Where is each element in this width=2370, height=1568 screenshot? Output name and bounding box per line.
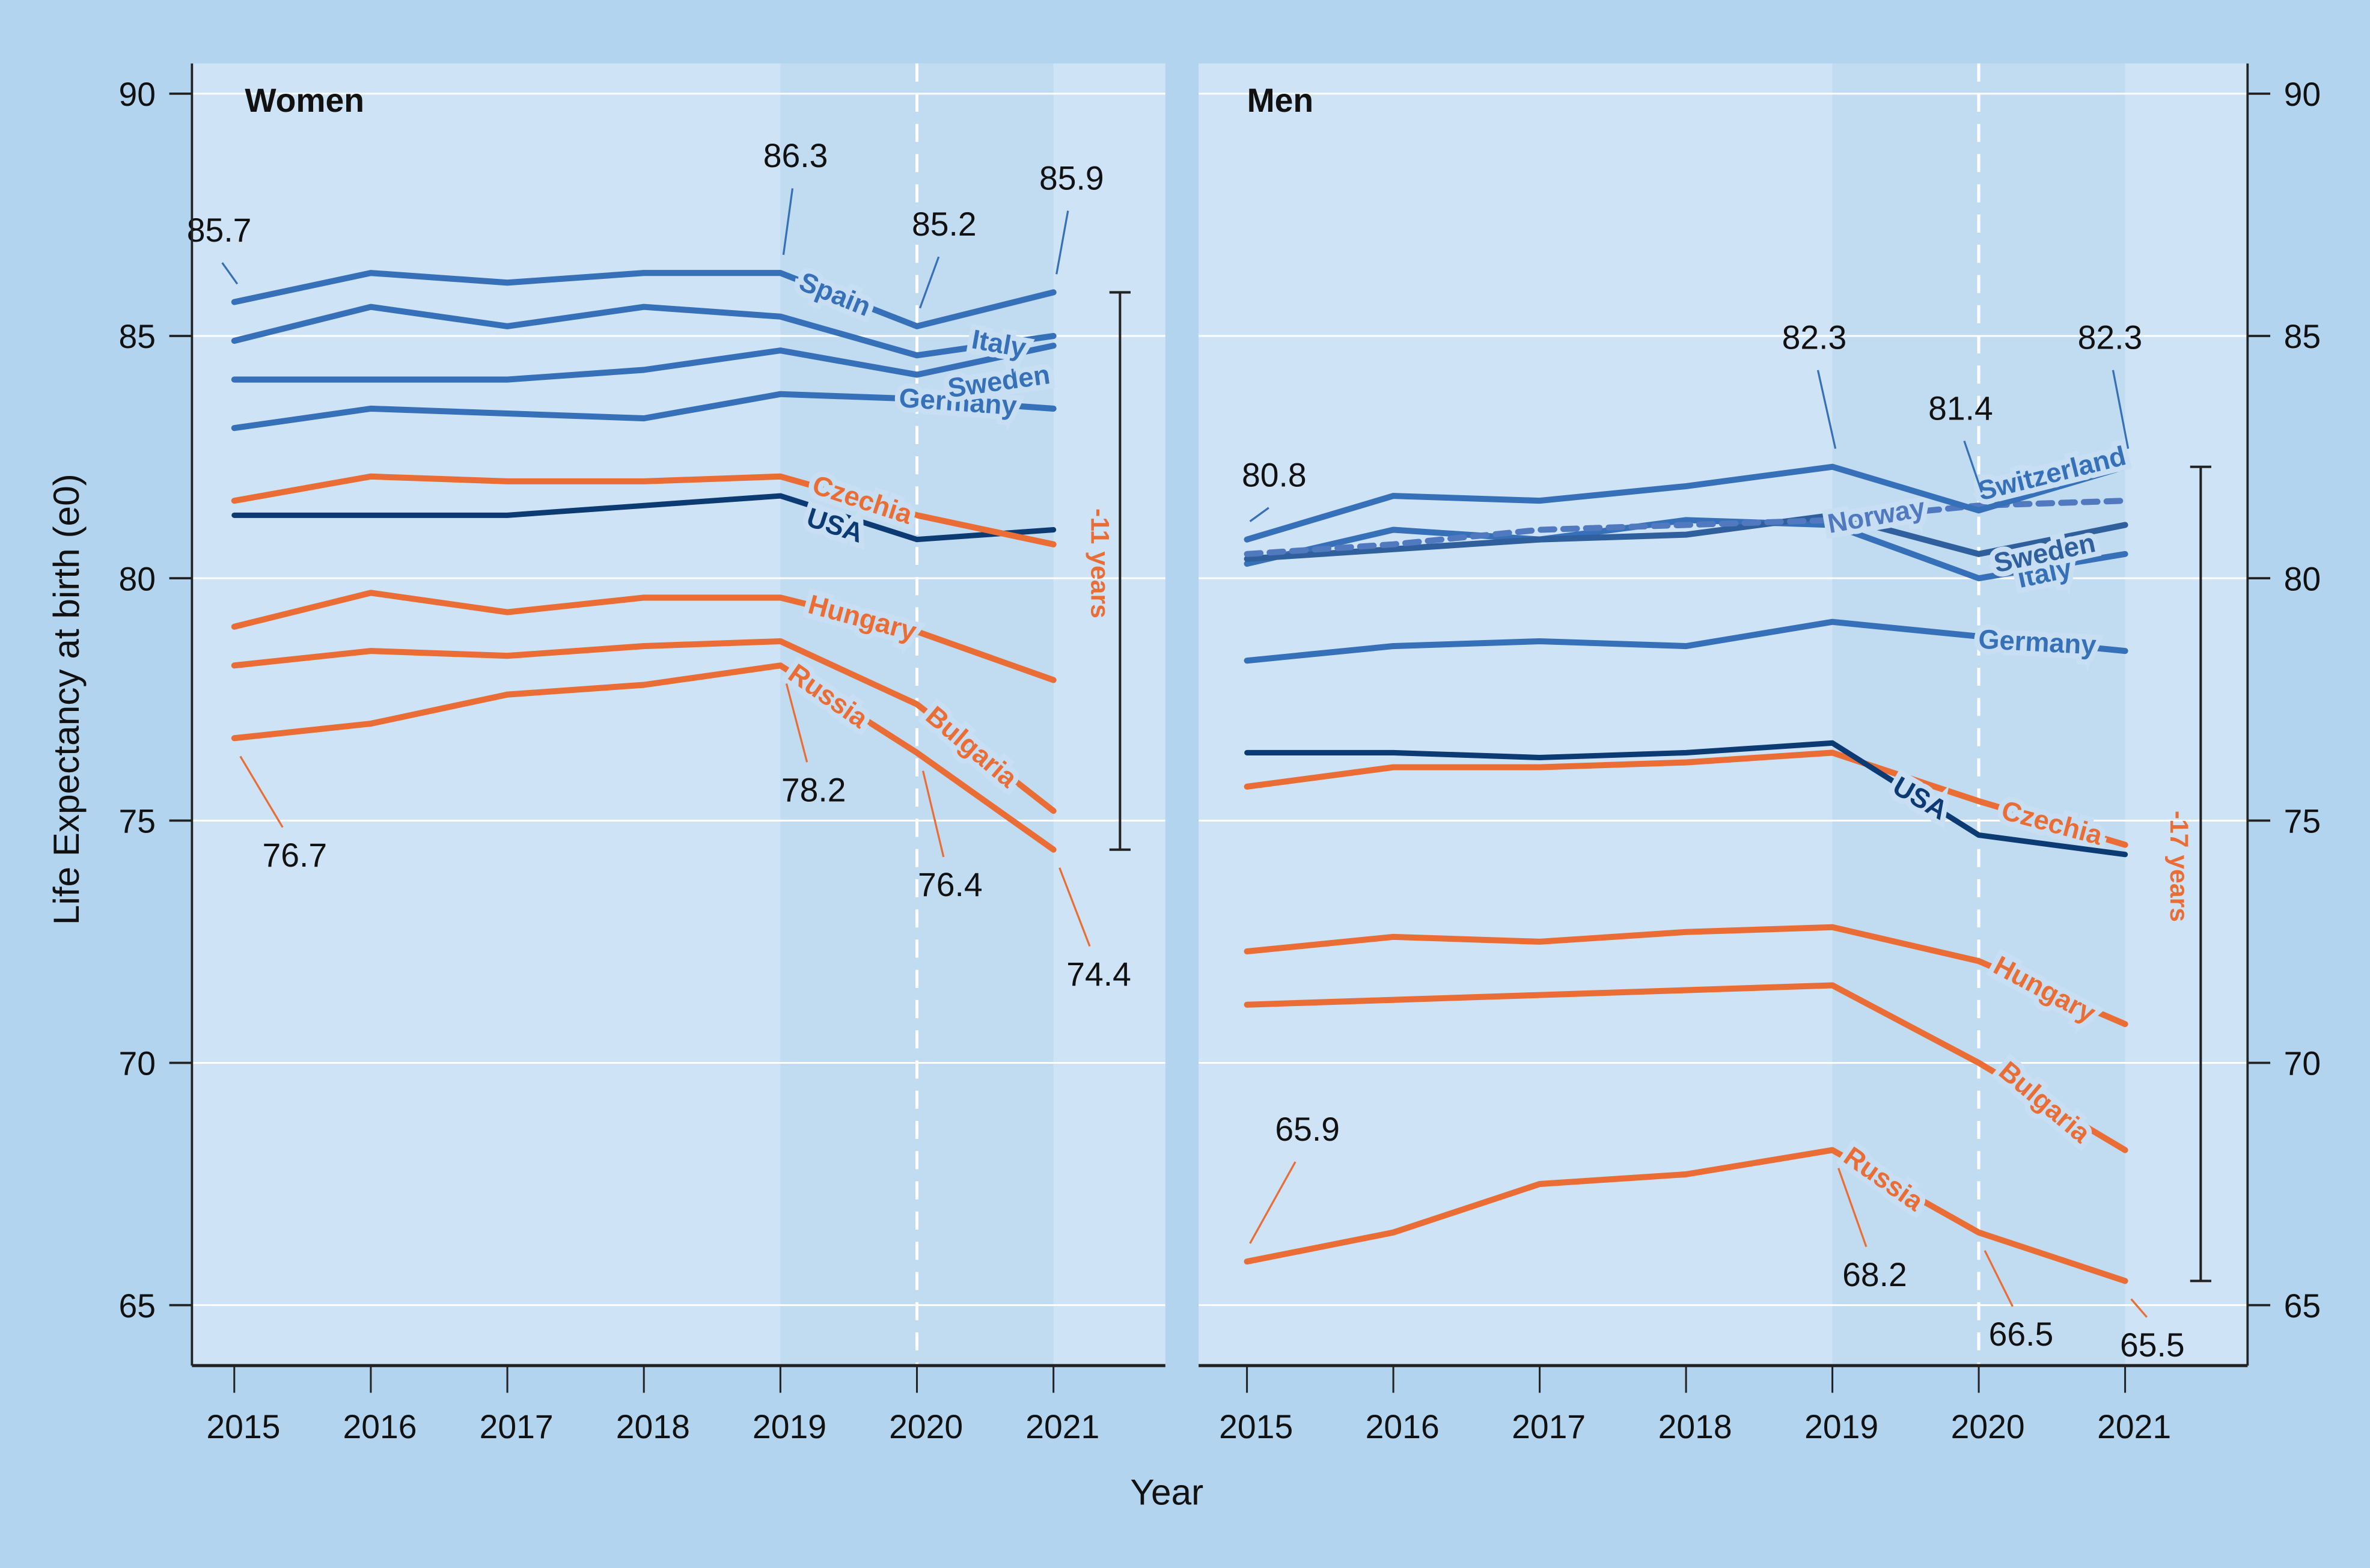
annotation-leader xyxy=(2130,1298,2148,1318)
panel-title-women: Women xyxy=(245,82,364,119)
x-tick-label: 2018 xyxy=(616,1408,690,1445)
annotation-spain-2021: 85.9 xyxy=(1039,160,1104,197)
series-label-germany: Germany xyxy=(1978,624,2097,660)
x-tick-label: 2017 xyxy=(1512,1408,1586,1445)
annotation-leader xyxy=(1055,210,1069,275)
series-line-czechia xyxy=(1244,749,2128,848)
annotation-leader xyxy=(1984,1250,2014,1307)
series-line-russia xyxy=(1244,1147,2128,1284)
annotation-russia-2021: 74.4 xyxy=(1066,956,1131,993)
x-tick-label: 2021 xyxy=(1025,1408,1099,1445)
panel-men: RussiaRussiaBulgariaBulgariaHungaryHunga… xyxy=(1199,63,2321,1445)
annotation-russia-2019: 78.2 xyxy=(781,772,846,809)
series-line-italy xyxy=(1244,517,2128,582)
annotation-spain-2019: 86.3 xyxy=(763,137,828,174)
range-bracket: -17 years xyxy=(2164,465,2211,1283)
panel-women: RussiaRussiaBulgariaBulgariaHungaryHunga… xyxy=(118,63,1165,1445)
value-annotations: 80.8 82.3 81.4 82.3 65.9 68.2 66.5 65.5 xyxy=(1242,319,2185,1364)
annotation-russia-2015: 76.7 xyxy=(263,837,328,874)
x-tick-label: 2018 xyxy=(1658,1408,1732,1445)
annotation-leader xyxy=(221,262,239,285)
annotation-russia-2020: 76.4 xyxy=(918,866,983,903)
annotation-switzerland-2020: 81.4 xyxy=(1928,389,1993,427)
y-tick-label: 80 xyxy=(2284,560,2321,597)
annotation-leader xyxy=(921,770,945,858)
series-line-sweden xyxy=(1244,512,2128,562)
x-tick-label: 2020 xyxy=(1951,1408,2025,1445)
series-line-hungary xyxy=(1244,924,2128,1028)
y-tick-label: 85 xyxy=(2284,318,2321,355)
annotation-switzerland-2021: 82.3 xyxy=(2078,319,2143,356)
y-tick-label: 70 xyxy=(118,1045,156,1082)
range-label: -17 years xyxy=(2164,811,2193,922)
x-tick-label: 2016 xyxy=(1366,1408,1440,1445)
series-line-hungary xyxy=(231,590,1057,683)
annotation-leader xyxy=(1963,441,1983,493)
annotation-leader xyxy=(1816,370,1837,449)
series-line-germany xyxy=(231,391,1057,432)
x-tick-label: 2016 xyxy=(343,1408,417,1445)
series-line-italy xyxy=(231,304,1057,359)
annotation-switzerland-2019: 82.3 xyxy=(1782,319,1847,356)
annotation-russia-2021: 65.5 xyxy=(2120,1326,2185,1364)
annotation-spain-2015: 85.7 xyxy=(187,212,252,249)
series-line-switzerland xyxy=(1244,463,2128,543)
series-line-usa xyxy=(1244,740,2128,858)
annotation-leader xyxy=(1249,507,1269,522)
annotation-leader xyxy=(919,256,940,309)
y-tick-label: 75 xyxy=(118,802,156,840)
series-line-bulgaria xyxy=(231,638,1057,814)
x-axis-title: Year xyxy=(1130,1471,1203,1512)
x-tick-label: 2019 xyxy=(1804,1408,1878,1445)
x-tick-label: 2015 xyxy=(1219,1408,1293,1445)
annotation-switzerland-2015: 80.8 xyxy=(1242,457,1307,494)
gridlines xyxy=(1199,93,2248,1307)
series-line-norway xyxy=(1244,498,2128,557)
y-tick-label: 80 xyxy=(118,560,156,597)
y-axis-ticks-right: 65 70 75 80 85 90 xyxy=(2247,76,2321,1325)
annotation-spain-2020: 85.2 xyxy=(912,206,977,243)
annotation-leader xyxy=(2112,370,2130,449)
y-axis-ticks-left: 65 70 75 80 85 90 xyxy=(118,76,192,1325)
annotation-russia-2020: 66.5 xyxy=(1989,1316,2054,1353)
value-annotations: 85.7 86.3 85.2 85.9 76.7 78.2 76.4 74.4 xyxy=(187,137,1131,993)
series-line-sweden xyxy=(231,343,1057,383)
annotation-russia-2019: 68.2 xyxy=(1842,1256,1907,1293)
x-tick-label: 2020 xyxy=(889,1408,963,1445)
annotation-leader xyxy=(782,188,794,255)
panel-title-men: Men xyxy=(1247,82,1314,119)
series-line-spain xyxy=(231,270,1057,329)
x-tick-label: 2015 xyxy=(206,1408,280,1445)
y-tick-label: 85 xyxy=(118,318,156,355)
x-axis-ticks-women: 2015 2016 2017 2018 2019 2020 2021 xyxy=(206,1365,1099,1445)
series-line-russia xyxy=(231,662,1057,853)
y-tick-label: 70 xyxy=(2284,1045,2321,1082)
annotation-leader xyxy=(239,755,284,828)
series-line-usa xyxy=(231,493,1057,543)
range-label: -11 years xyxy=(1086,508,1114,618)
x-axis-ticks-men: 2015 2016 2017 2018 2019 2020 2021 xyxy=(1219,1365,2171,1445)
annotation-russia-2015: 65.9 xyxy=(1275,1111,1340,1148)
series-line-czechia xyxy=(231,473,1057,548)
range-bracket: -11 years xyxy=(1086,291,1131,851)
x-tick-label: 2017 xyxy=(480,1408,554,1445)
x-tick-label: 2019 xyxy=(753,1408,826,1445)
annotation-leader xyxy=(1837,1168,1868,1248)
series-line-germany xyxy=(1244,618,2128,664)
y-axis-title: Life Expectancy at birth (e0) xyxy=(46,474,87,925)
y-tick-label: 75 xyxy=(2284,802,2321,840)
x-tick-label: 2021 xyxy=(2097,1408,2171,1445)
y-tick-label: 90 xyxy=(118,76,156,113)
annotation-leader xyxy=(1249,1161,1296,1244)
y-tick-label: 65 xyxy=(118,1287,156,1325)
gridlines xyxy=(192,93,1165,1307)
y-tick-label: 65 xyxy=(2284,1287,2321,1325)
annotation-leader xyxy=(785,683,808,763)
y-tick-label: 90 xyxy=(2284,76,2321,113)
series-line-bulgaria xyxy=(1244,982,2128,1153)
annotation-leader xyxy=(1058,867,1091,947)
